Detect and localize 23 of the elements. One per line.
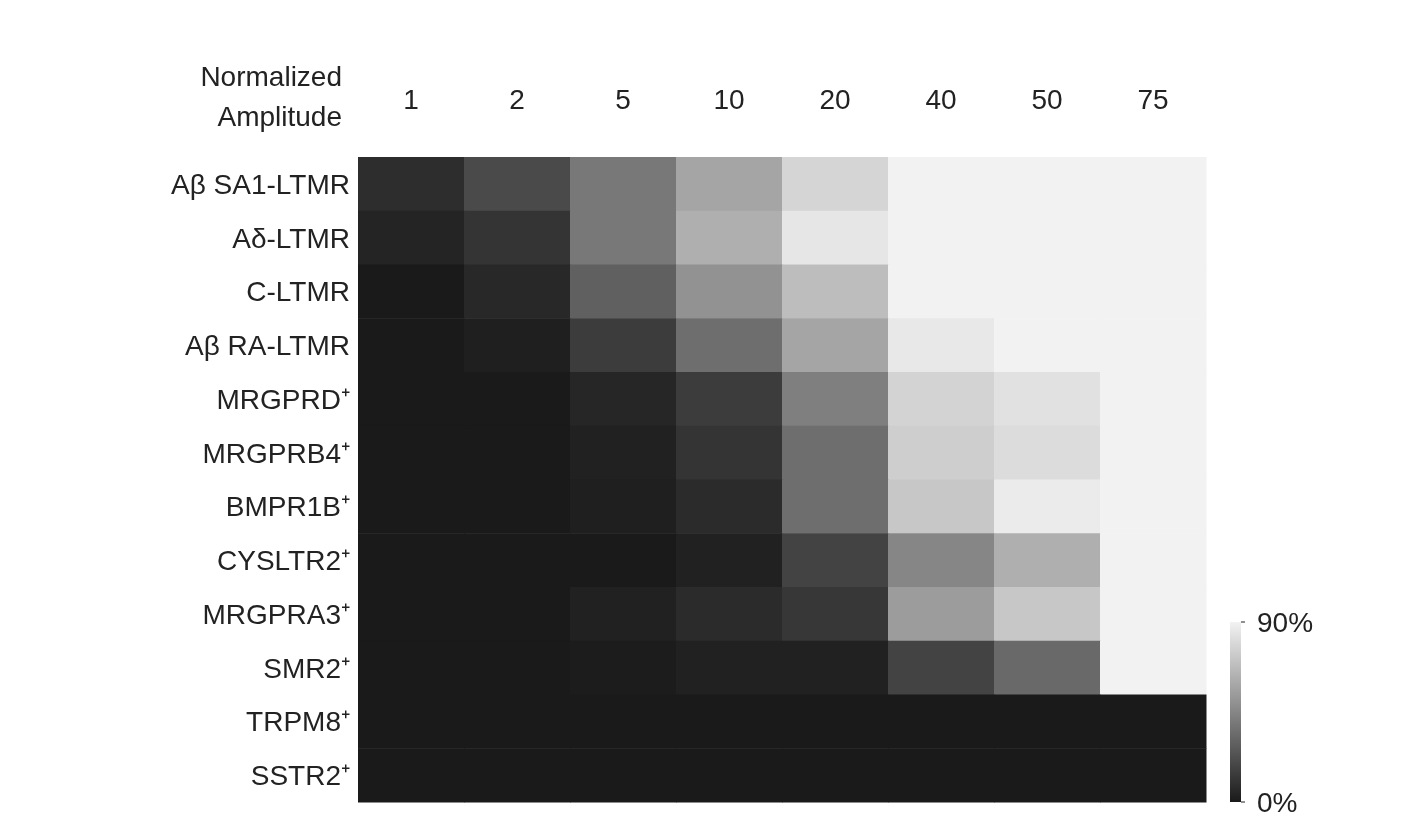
x-tick-label: 1 (403, 84, 419, 115)
color-bar-label: 90% (1257, 607, 1314, 638)
color-bar-label: 0% (1257, 787, 1298, 818)
x-tick-label: 50 (1031, 84, 1063, 115)
y-tick-label: BMPR1B⁺ (225, 491, 350, 523)
y-tick-label: CYSLTR2⁺ (217, 545, 350, 577)
x-tick-label: 5 (615, 84, 631, 115)
y-tick-label: SMR2⁺ (263, 652, 350, 684)
y-tick-label: MRGPRD⁺ (216, 383, 350, 415)
x-tick-label: 10 (713, 84, 745, 115)
y-tick-label: MRGPRB4⁺ (202, 437, 350, 469)
y-tick-label: Aβ SA1-LTMR (171, 168, 350, 200)
y-tick-label: Aβ RA-LTMR (185, 330, 350, 362)
y-tick-label: TRPM8⁺ (246, 706, 350, 738)
x-axis-title: Normalized Amplitude (200, 61, 342, 132)
x-tick-label: 2 (509, 84, 525, 115)
y-tick-label: MRGPRA3⁺ (202, 598, 350, 630)
x-tick-label: 40 (925, 84, 957, 115)
y-tick-label: C-LTMR (246, 276, 350, 308)
x-tick-label: 75 (1137, 84, 1169, 115)
y-tick-label: Aδ-LTMR (232, 222, 350, 254)
x-tick-label: 20 (819, 84, 851, 115)
y-tick-label: SSTR2⁺ (250, 760, 350, 792)
